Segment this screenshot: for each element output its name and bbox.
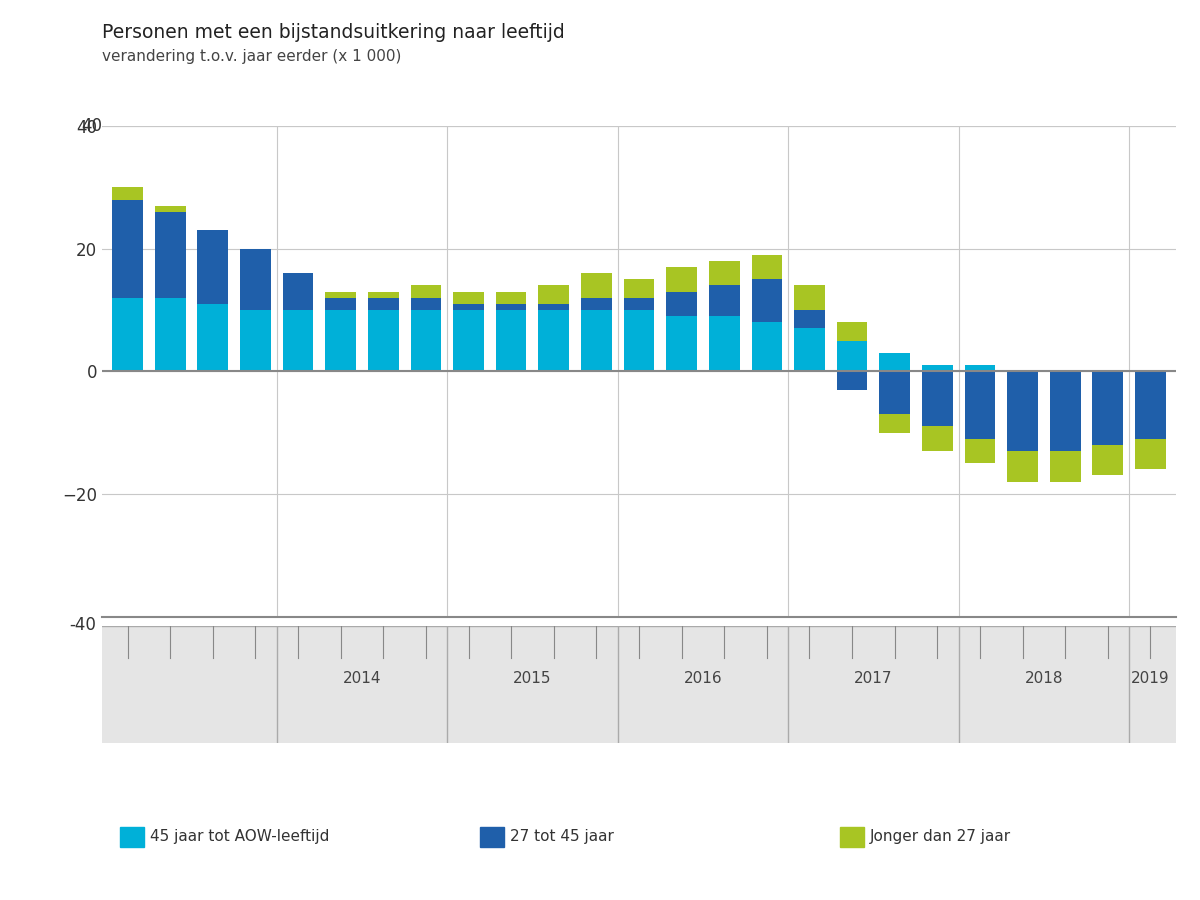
Bar xyxy=(198,230,228,304)
Bar xyxy=(539,304,569,310)
Bar xyxy=(922,427,953,451)
Bar xyxy=(454,310,484,371)
Bar xyxy=(368,298,398,310)
Text: Jonger dan 27 jaar: Jonger dan 27 jaar xyxy=(870,830,1010,844)
Bar xyxy=(709,316,739,371)
Text: Personen met een bijstandsuitkering naar leeftijd: Personen met een bijstandsuitkering naar… xyxy=(102,22,565,41)
Bar xyxy=(283,274,313,310)
Bar xyxy=(836,322,868,340)
Bar xyxy=(113,187,143,200)
Bar xyxy=(965,365,995,371)
Bar xyxy=(539,310,569,371)
Bar xyxy=(113,200,143,298)
Bar xyxy=(283,310,313,371)
Bar xyxy=(751,322,782,371)
Bar xyxy=(240,248,271,310)
Bar xyxy=(1050,451,1080,482)
Bar xyxy=(1135,438,1165,470)
Bar xyxy=(751,279,782,322)
Bar xyxy=(325,310,356,371)
Bar xyxy=(836,340,868,371)
Bar xyxy=(410,310,442,371)
Text: 40: 40 xyxy=(82,117,102,135)
Bar xyxy=(410,298,442,310)
Text: -40: -40 xyxy=(70,616,96,634)
Bar xyxy=(368,292,398,298)
Bar xyxy=(1050,371,1080,451)
Text: verandering t.o.v. jaar eerder (x 1 000): verandering t.o.v. jaar eerder (x 1 000) xyxy=(102,50,401,65)
Bar xyxy=(454,304,484,310)
Text: 2015: 2015 xyxy=(514,670,552,686)
Bar xyxy=(922,371,953,427)
Bar xyxy=(880,414,910,433)
Bar xyxy=(624,298,654,310)
Bar xyxy=(1092,445,1123,475)
Bar xyxy=(1092,371,1123,445)
Bar xyxy=(965,438,995,464)
Bar xyxy=(666,316,697,371)
Bar xyxy=(965,371,995,438)
Text: 2018: 2018 xyxy=(1025,670,1063,686)
Bar xyxy=(539,285,569,304)
Bar xyxy=(113,298,143,371)
Bar xyxy=(1007,371,1038,451)
Bar xyxy=(666,267,697,292)
Bar xyxy=(496,304,527,310)
Bar xyxy=(794,328,824,371)
Bar xyxy=(922,365,953,371)
Bar xyxy=(581,310,612,371)
Bar xyxy=(1007,451,1038,482)
Text: 2016: 2016 xyxy=(684,670,722,686)
Bar xyxy=(624,310,654,371)
Bar xyxy=(155,298,186,371)
Bar xyxy=(709,261,739,285)
Bar xyxy=(155,206,186,211)
Bar xyxy=(410,285,442,298)
Bar xyxy=(325,292,356,298)
Bar xyxy=(880,371,910,414)
Text: 27 tot 45 jaar: 27 tot 45 jaar xyxy=(510,830,613,844)
Bar xyxy=(624,279,654,298)
Bar xyxy=(496,310,527,371)
Text: 2017: 2017 xyxy=(854,670,893,686)
Text: 45 jaar tot AOW-leeftijd: 45 jaar tot AOW-leeftijd xyxy=(150,830,329,844)
Bar xyxy=(1135,371,1165,438)
Bar xyxy=(368,310,398,371)
Bar xyxy=(666,292,697,316)
Bar xyxy=(198,304,228,371)
Bar xyxy=(794,285,824,310)
Bar xyxy=(581,274,612,298)
Bar xyxy=(155,212,186,298)
Bar xyxy=(454,292,484,304)
Bar xyxy=(880,353,910,371)
Bar xyxy=(325,298,356,310)
Bar xyxy=(496,292,527,304)
Bar xyxy=(794,310,824,328)
Bar xyxy=(709,285,739,316)
Bar xyxy=(751,255,782,279)
Text: 2019: 2019 xyxy=(1132,670,1170,686)
Text: 2014: 2014 xyxy=(343,670,382,686)
Bar xyxy=(836,371,868,390)
Bar xyxy=(240,310,271,371)
Bar xyxy=(581,298,612,310)
